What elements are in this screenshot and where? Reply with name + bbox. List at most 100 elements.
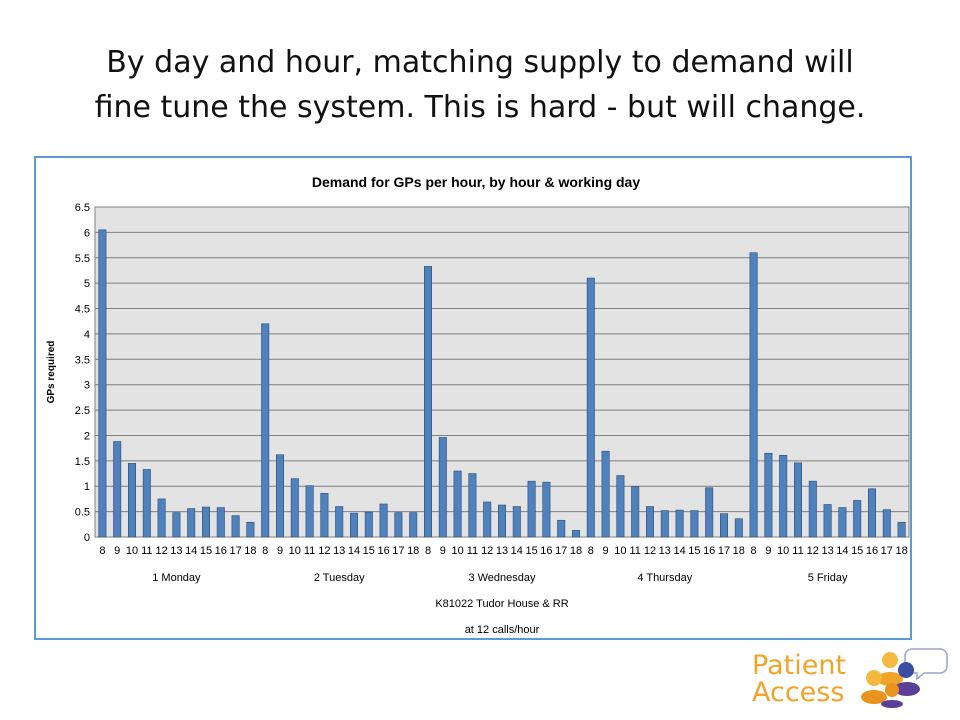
- bar: [616, 475, 625, 538]
- x-hour-label: 12: [318, 545, 330, 557]
- x-hour-label: 12: [155, 545, 167, 557]
- x-hour-label: 15: [851, 545, 863, 557]
- bar: [468, 473, 477, 538]
- x-hour-label: 17: [881, 545, 893, 557]
- slide-title-line-1: By day and hour, matching supply to dema…: [106, 45, 854, 80]
- bar: [379, 503, 388, 538]
- x-hour-label: 17: [718, 545, 730, 557]
- bar: [779, 454, 788, 538]
- slide-title: By day and hour, matching supply to dema…: [0, 40, 960, 130]
- bar: [586, 277, 595, 538]
- x-hour-label: 8: [262, 545, 268, 557]
- bar: [438, 437, 447, 538]
- logo-text: Patient Access: [752, 652, 846, 706]
- x-day-label: 1 Monday: [152, 572, 201, 584]
- x-hour-label: 9: [603, 545, 609, 557]
- x-hour-label: 13: [496, 545, 508, 557]
- bar: [231, 515, 240, 538]
- bar: [808, 480, 817, 538]
- people-speech-bubbles-icon: [861, 648, 948, 708]
- x-hour-label: 11: [141, 545, 152, 557]
- y-axis-label: GPs required: [46, 341, 57, 404]
- x-hour-label: 18: [733, 545, 745, 557]
- x-hour-label: 16: [540, 545, 552, 557]
- bar: [749, 252, 758, 538]
- bar: [645, 506, 654, 538]
- x-hour-label: 18: [244, 545, 256, 557]
- x-hour-label: 17: [392, 545, 404, 557]
- bar: [320, 493, 329, 538]
- bar: [734, 518, 743, 538]
- x-axis-label-line-1: K81022 Tudor House & RR: [435, 598, 568, 610]
- bar: [305, 485, 314, 538]
- x-hour-label: 16: [215, 545, 227, 557]
- y-tick-label: 6.5: [75, 202, 90, 214]
- x-axis-hour-labels: 8 9 10 11 12 13 14 15 16 17 18 8 9 10 11 12 13 14 15 16 17 18…: [99, 545, 907, 557]
- x-hour-label: 14: [673, 545, 685, 557]
- x-hour-label: 14: [185, 545, 197, 557]
- x-axis-label-line-2: at 12 calls/hour: [465, 624, 540, 636]
- bar: [453, 470, 462, 538]
- x-hour-label: 10: [614, 545, 626, 557]
- slide-title-line-2: fine tune the system. This is hard - but…: [94, 90, 866, 125]
- bar: [261, 323, 270, 538]
- y-tick-label: 6: [84, 227, 90, 239]
- y-tick-label: 2: [84, 430, 90, 442]
- bar: [601, 450, 610, 538]
- patient-access-logo: Patient Access: [752, 646, 952, 712]
- bar: [719, 513, 728, 538]
- x-hour-label: 13: [170, 545, 182, 557]
- bar: [571, 530, 580, 538]
- bar: [216, 507, 225, 538]
- y-tick-label: 1: [84, 481, 90, 493]
- y-tick-label: 4.5: [75, 304, 90, 316]
- x-hour-label: 15: [200, 545, 212, 557]
- x-hour-label: 13: [821, 545, 833, 557]
- x-hour-label: 11: [304, 545, 315, 557]
- bar: [335, 506, 344, 538]
- x-hour-label: 14: [836, 545, 848, 557]
- x-hour-label: 15: [688, 545, 700, 557]
- y-axis-ticks: 0 0.5 1 1.5 2 2.5 3 3.5 4 4.5 5 5.5 6 6.5: [75, 202, 90, 544]
- x-hour-label: 8: [588, 545, 594, 557]
- bar: [364, 511, 373, 538]
- x-hour-label: 11: [792, 545, 803, 557]
- y-tick-label: 2.5: [75, 405, 90, 417]
- logo-line-1: Patient: [752, 650, 847, 681]
- bar: [897, 521, 906, 538]
- x-hour-label: 14: [511, 545, 523, 557]
- y-tick-label: 0: [84, 532, 90, 544]
- x-hour-label: 12: [481, 545, 493, 557]
- bars: [98, 229, 906, 538]
- x-hour-label: 8: [425, 545, 431, 557]
- x-hour-label: 12: [807, 545, 819, 557]
- gridlines: [95, 206, 909, 538]
- bar: [290, 478, 299, 538]
- bar: [142, 469, 151, 538]
- bar: [157, 498, 166, 538]
- bar: [113, 441, 122, 538]
- y-tick-label: 5: [84, 278, 90, 290]
- plot-area: [94, 206, 910, 538]
- x-hour-label: 18: [570, 545, 582, 557]
- x-hour-label: 14: [348, 545, 360, 557]
- x-hour-label: 13: [333, 545, 345, 557]
- chart-container: Demand for GPs per hour, by hour & worki…: [34, 156, 912, 640]
- x-hour-label: 18: [407, 545, 419, 557]
- x-hour-label: 10: [451, 545, 463, 557]
- x-hour-label: 17: [555, 545, 567, 557]
- bar: [172, 512, 181, 538]
- bar: [882, 509, 891, 538]
- y-tick-label: 5.5: [75, 253, 90, 265]
- bar: [542, 481, 551, 538]
- bar: [423, 266, 432, 538]
- x-hour-label: 9: [277, 545, 283, 557]
- bar: [764, 452, 773, 538]
- x-hour-label: 10: [777, 545, 789, 557]
- bar: [394, 512, 403, 538]
- bar: [483, 501, 492, 538]
- bar: [853, 500, 862, 538]
- bar: [527, 480, 536, 538]
- x-day-label: 4 Thursday: [637, 572, 692, 584]
- x-hour-label: 8: [99, 545, 105, 557]
